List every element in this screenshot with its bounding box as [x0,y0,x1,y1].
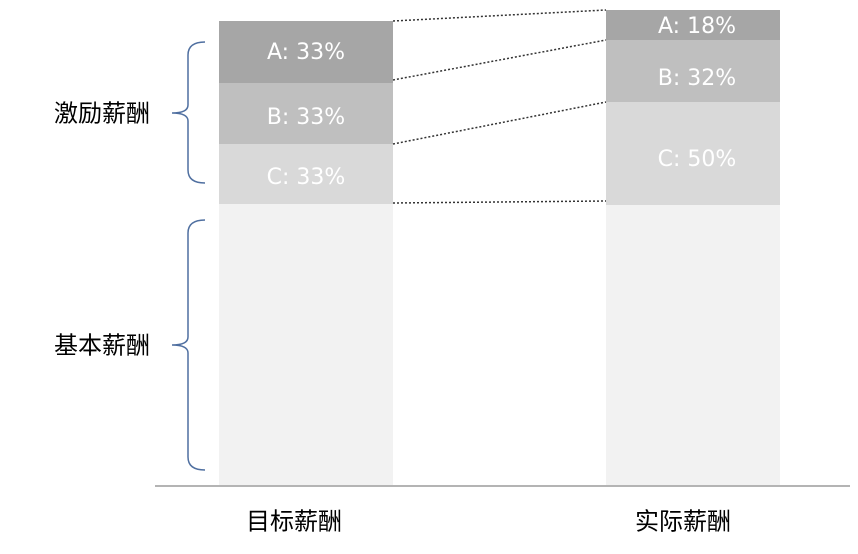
segment [219,21,393,83]
connector [392,200,607,204]
segment [219,83,393,144]
brace [171,219,206,471]
connector [392,39,607,81]
connector [392,9,607,22]
segment-label: A: 18% [658,14,736,39]
side-label: 基本薪酬 [54,332,150,360]
segment-label: C: 50% [658,147,737,172]
side-label: 激励薪酬 [54,100,150,128]
segment-label: A: 33% [267,40,345,65]
segment-label: C: 33% [267,165,346,190]
segment [219,144,393,204]
base-segment [219,204,393,485]
bar-label: 目标薪酬 [246,508,342,536]
brace [171,41,206,184]
bar-label: 实际薪酬 [635,508,731,536]
segment [606,102,780,205]
segment-label: B: 33% [267,105,345,130]
segment [606,40,780,102]
segment-label: B: 32% [658,66,736,91]
connector [392,101,607,145]
base-segment [606,205,780,485]
segment [606,10,780,40]
